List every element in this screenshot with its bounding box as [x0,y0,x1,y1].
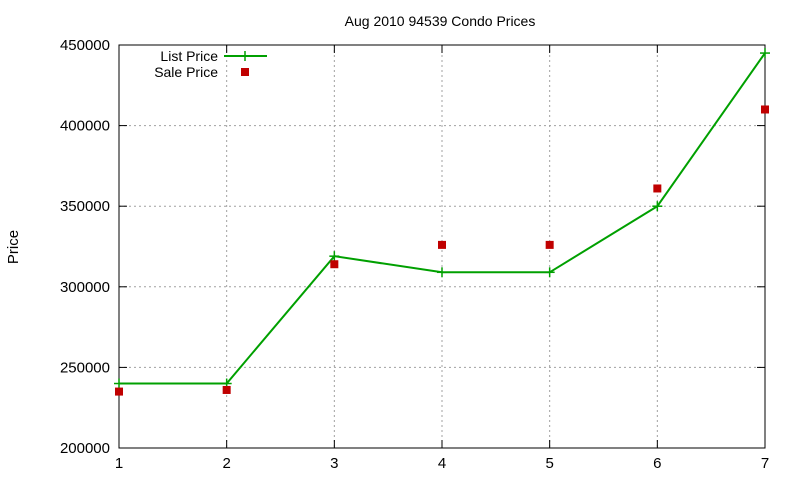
x-tick-label: 1 [115,455,123,472]
y-tick-label: 350000 [60,198,110,215]
data-point [437,267,447,278]
x-tick-label: 6 [653,455,661,472]
data-point [329,251,340,262]
data-point [761,105,769,114]
data-point [115,387,123,396]
y-tick-label: 400000 [60,118,110,135]
legend-marker [241,68,249,76]
legend-label: List Price [160,48,218,64]
y-tick-label: 200000 [60,440,110,457]
x-tick-label: 5 [545,455,553,472]
data-point [330,260,339,269]
data-point [652,201,663,212]
chart-title: Aug 2010 94539 Condo Prices [345,13,536,29]
y-tick-label: 450000 [60,37,110,54]
data-point [544,267,555,278]
data-point [545,240,554,249]
y-tick-label: 300000 [60,279,110,296]
series-1 [114,48,770,389]
y-axis-label: Price [5,230,22,264]
y-tick-label: 250000 [60,359,110,376]
data-point [653,184,662,193]
x-tick-label: 4 [438,455,446,472]
data-point [222,385,231,394]
axis-ticks: 200000 250000 300000 350000 400000 450000 1 2 3 4… [60,37,769,472]
data-point [438,240,446,249]
x-tick-label: 7 [761,455,769,472]
x-tick-label: 2 [222,455,230,472]
legend-label: Sale Price [154,64,218,80]
legend-marker [240,51,250,61]
x-tick-label: 3 [330,455,338,472]
data-point [114,378,124,389]
series [114,48,770,396]
series-2 [115,105,769,396]
data-point [760,48,770,59]
series-line [119,52,766,385]
